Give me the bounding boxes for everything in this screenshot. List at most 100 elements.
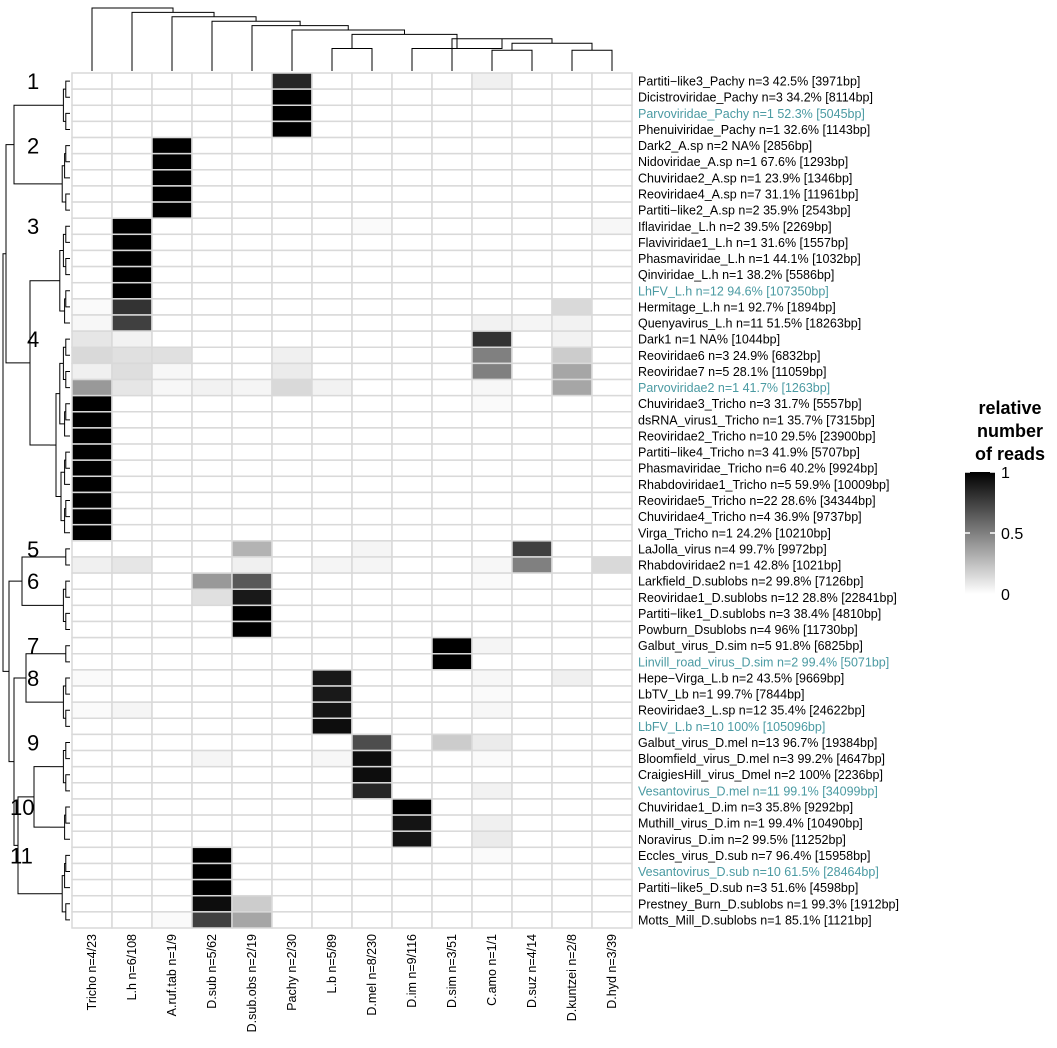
row-dendrogram-branch bbox=[65, 548, 70, 566]
heatmap-cell bbox=[351, 281, 393, 300]
heatmap-cell bbox=[431, 265, 473, 284]
heatmap-cell bbox=[111, 362, 153, 381]
heatmap-cell bbox=[311, 701, 353, 720]
heatmap-cell bbox=[271, 249, 313, 268]
heatmap-cell bbox=[471, 443, 513, 461]
heatmap-cell bbox=[471, 717, 513, 736]
heatmap-cell bbox=[551, 72, 593, 90]
row-dendrogram-branch bbox=[65, 80, 70, 98]
heatmap-cell bbox=[591, 249, 633, 268]
heatmap-cell bbox=[391, 72, 433, 90]
heatmap-cell bbox=[71, 653, 113, 671]
heatmap-cell bbox=[231, 475, 273, 494]
heatmap-cell bbox=[351, 362, 393, 381]
heatmap-cell bbox=[111, 427, 153, 445]
heatmap-cell bbox=[191, 507, 233, 526]
heatmap-cell bbox=[551, 701, 593, 720]
heatmap-cell bbox=[591, 862, 633, 881]
heatmap-cell bbox=[391, 717, 433, 736]
heatmap-cell bbox=[151, 782, 193, 800]
heatmap-cell bbox=[311, 136, 353, 155]
heatmap-cell bbox=[271, 685, 313, 703]
heatmap-cell bbox=[231, 265, 273, 284]
heatmap-cell bbox=[311, 427, 353, 445]
row-dendrogram bbox=[2, 80, 70, 921]
heatmap-cell bbox=[191, 636, 233, 655]
heatmap-cell bbox=[591, 572, 633, 590]
heatmap-cell bbox=[231, 411, 273, 429]
heatmap-cell bbox=[151, 862, 193, 881]
heatmap-cell bbox=[391, 233, 433, 252]
heatmap-cell bbox=[231, 298, 273, 316]
heatmap-cell bbox=[391, 620, 433, 639]
heatmap-cell bbox=[351, 685, 393, 703]
heatmap-cell bbox=[151, 636, 193, 655]
heatmap-cell bbox=[71, 685, 113, 703]
heatmap-cell bbox=[511, 201, 553, 219]
heatmap-cell bbox=[511, 669, 553, 687]
heatmap-cell bbox=[391, 346, 433, 365]
heatmap-cell bbox=[511, 733, 553, 752]
row-label: Chuviridae1_D.im n=3 35.8% [9292bp] bbox=[638, 801, 853, 815]
heatmap-cell bbox=[191, 653, 233, 671]
heatmap-cell bbox=[311, 233, 353, 252]
row-dendrogram-branch bbox=[65, 193, 70, 211]
heatmap-cell bbox=[271, 491, 313, 510]
heatmap-cell bbox=[71, 701, 113, 720]
heatmap-cell bbox=[231, 830, 273, 849]
heatmap-cell bbox=[591, 556, 633, 574]
cluster-label: 9 bbox=[27, 730, 39, 755]
heatmap-cell bbox=[271, 233, 313, 252]
heatmap-cell bbox=[511, 411, 553, 429]
heatmap-cell bbox=[71, 572, 113, 590]
heatmap-cell bbox=[71, 894, 113, 913]
heatmap-cell bbox=[551, 733, 593, 752]
heatmap-cell bbox=[551, 717, 593, 736]
row-label: Linvill_road_virus_D.sim n=2 99.4% [5071… bbox=[638, 655, 889, 669]
heatmap-cell bbox=[511, 507, 553, 526]
heatmap-cell bbox=[551, 620, 593, 639]
heatmap-cell bbox=[191, 152, 233, 171]
heatmap-cell bbox=[71, 298, 113, 316]
column-label: A.ruf.tab n=1/9 bbox=[165, 934, 179, 1016]
heatmap-cell bbox=[271, 120, 313, 139]
heatmap-cell bbox=[151, 765, 193, 784]
heatmap-cell bbox=[111, 394, 153, 413]
heatmap-cell bbox=[471, 298, 513, 316]
row-label: Powburn_Dsublobs n=4 96% [11730bp] bbox=[638, 623, 858, 637]
row-label: Phasmaviridae_Tricho n=6 40.2% [9924bp] bbox=[638, 462, 878, 476]
heatmap-cell bbox=[191, 878, 233, 897]
heatmap-cell bbox=[551, 443, 593, 461]
heatmap-cell bbox=[471, 427, 513, 445]
heatmap-cell bbox=[111, 201, 153, 219]
heatmap-cell bbox=[191, 233, 233, 252]
heatmap-cell bbox=[551, 201, 593, 219]
heatmap-cell bbox=[271, 556, 313, 574]
heatmap-cell bbox=[431, 798, 473, 816]
heatmap-cell bbox=[111, 152, 153, 171]
row-dendrogram-branch bbox=[65, 112, 70, 130]
heatmap-cell bbox=[71, 604, 113, 623]
row-label: LbFV_L.b n=10 100% [105096bp] bbox=[638, 720, 825, 734]
row-label: Qinviridae_L.h n=1 38.2% [5586bp] bbox=[638, 268, 834, 282]
heatmap-cell bbox=[311, 540, 353, 558]
heatmap-cell bbox=[391, 685, 433, 703]
heatmap-cell bbox=[471, 540, 513, 558]
heatmap-cell bbox=[391, 846, 433, 865]
row-label: Eccles_virus_D.sub n=7 96.4% [15958bp] bbox=[638, 849, 870, 863]
heatmap-cell bbox=[471, 878, 513, 897]
heatmap-cell bbox=[351, 88, 393, 107]
heatmap-cell bbox=[271, 523, 313, 542]
heatmap-cell bbox=[191, 281, 233, 300]
heatmap-cell bbox=[191, 459, 233, 478]
heatmap-cell bbox=[71, 427, 113, 445]
column-dendrogram bbox=[91, 7, 613, 71]
heatmap-cell bbox=[311, 588, 353, 607]
heatmap-cell bbox=[311, 798, 353, 816]
heatmap-cell bbox=[551, 378, 593, 397]
heatmap-cell bbox=[111, 507, 153, 526]
heatmap-cell bbox=[551, 136, 593, 155]
heatmap-cell bbox=[591, 620, 633, 639]
heatmap-cell bbox=[231, 636, 273, 655]
row-label: dsRNA_virus1_Tricho n=1 35.7% [7315bp] bbox=[638, 413, 875, 427]
